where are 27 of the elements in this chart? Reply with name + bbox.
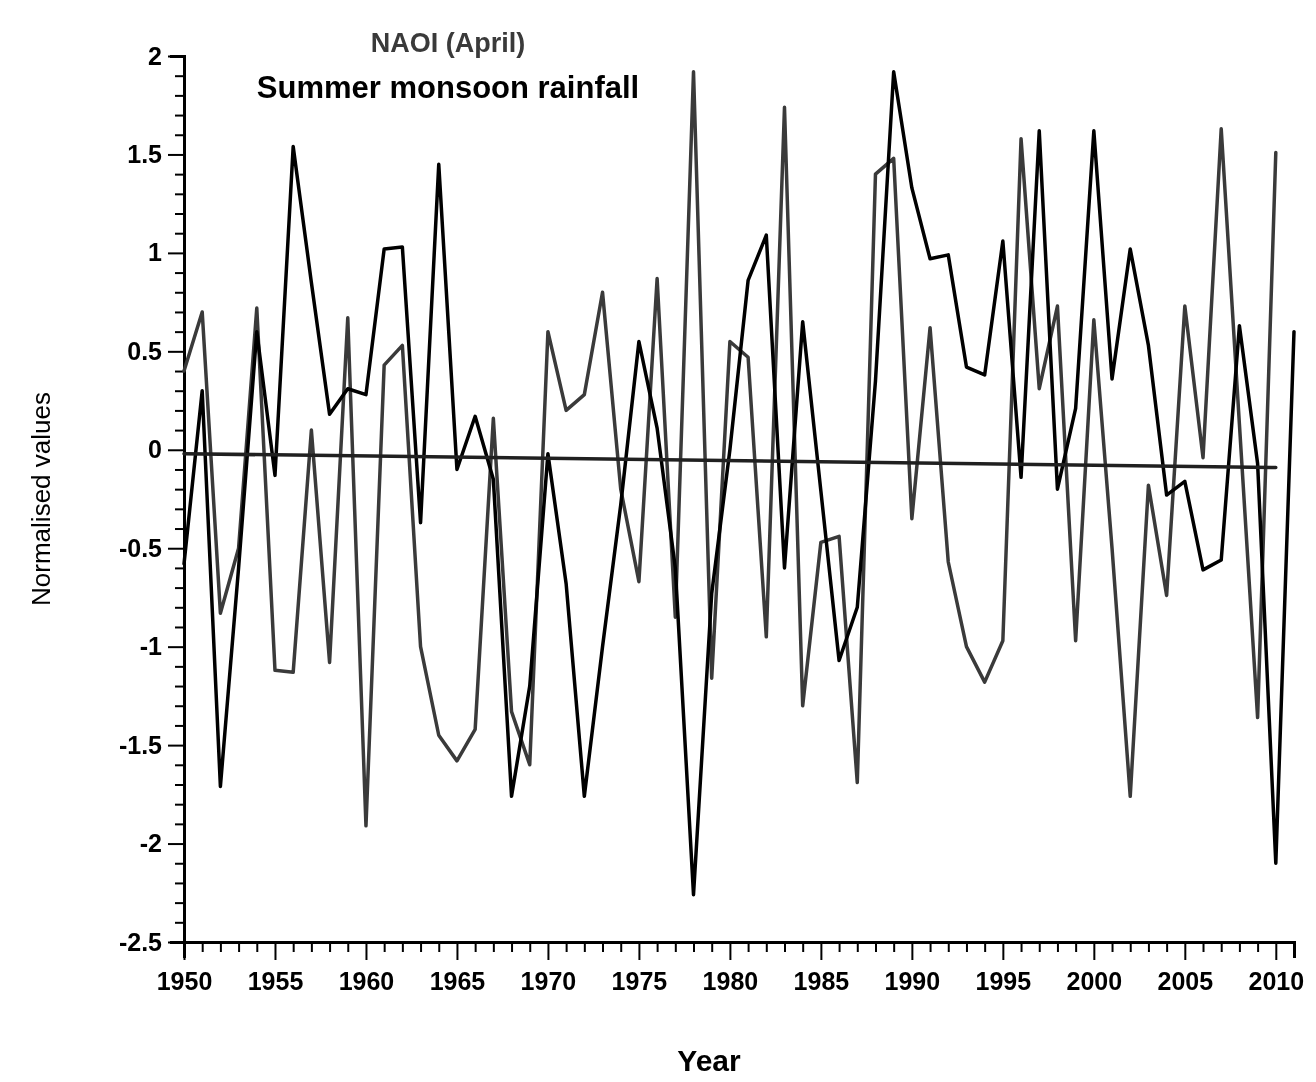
x-tick-label: 2005 [1157, 966, 1214, 995]
x-tick-label: 1960 [338, 966, 395, 995]
y-tick-label: -1 [139, 632, 163, 661]
y-tick-label: -2.5 [118, 927, 163, 956]
x-tick-label: 1980 [702, 966, 759, 995]
x-axis-title: Year [677, 1044, 742, 1077]
y-tick-label: -1.5 [118, 730, 163, 759]
x-tick-label: 1950 [156, 966, 213, 995]
text: NAOI (April) [370, 28, 526, 58]
x-tick-label: 2010 [1248, 966, 1305, 995]
x-tick-label: 1995 [975, 966, 1032, 995]
x-tick-label: 1975 [611, 966, 668, 995]
y-tick-label: -0.5 [118, 533, 163, 562]
x-tick-label: 1990 [884, 966, 941, 995]
y-tick-label: 1.5 [127, 139, 163, 168]
x-tick-label: 1965 [429, 966, 486, 995]
y-tick-label: 0.5 [127, 336, 163, 365]
x-tick-label: 2000 [1066, 966, 1123, 995]
series-label: Summer monsoon rainfall [256, 70, 640, 105]
x-tick-label: 1985 [793, 966, 850, 995]
y-tick-label: 1 [148, 238, 163, 267]
y-tick-label: 0 [148, 435, 162, 464]
y-tick-label: -2 [139, 829, 162, 858]
y-axis-title: Normalised values [26, 392, 56, 606]
y-tick-label: 2 [148, 41, 162, 70]
x-tick-label: 1955 [247, 966, 304, 995]
x-tick-label: 1970 [520, 966, 577, 995]
